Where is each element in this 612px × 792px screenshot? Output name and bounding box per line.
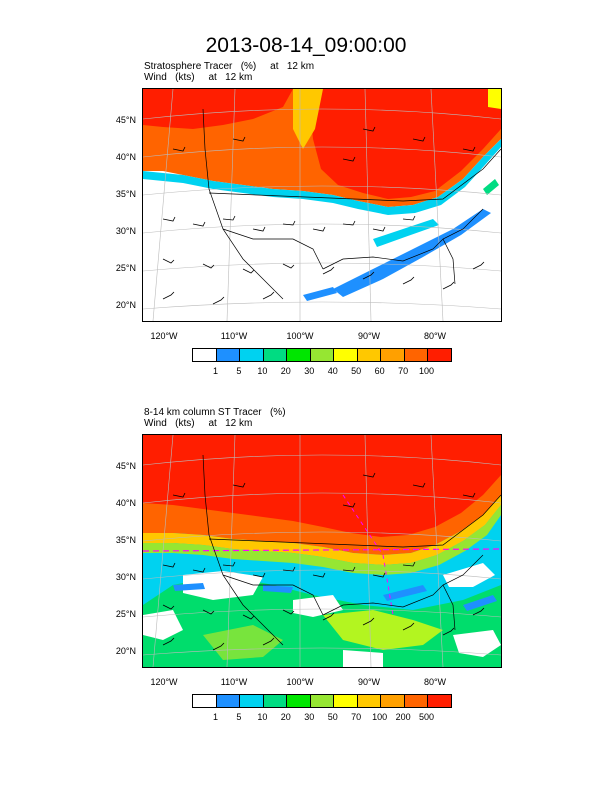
panel-1-map-svg — [143, 89, 501, 321]
colorbar-label: 50 — [327, 712, 338, 722]
panel-2-map — [142, 434, 502, 668]
panel-1-lat-label-40: 40°N — [115, 152, 136, 162]
colorbar-label: 70 — [398, 366, 409, 376]
colorbar-swatch — [357, 349, 382, 361]
panel-1-lat-label-45: 45°N — [115, 115, 136, 125]
colorbar-swatch — [193, 349, 217, 361]
colorbar-swatch — [193, 695, 217, 707]
colorbar-swatch — [263, 349, 288, 361]
panel-2-lat-label-30: 30°N — [115, 572, 136, 582]
panel-1-lon-label-100w: 100°W — [286, 331, 314, 341]
colorbar-swatch — [334, 349, 358, 361]
colorbar-swatch — [263, 695, 288, 707]
colorbar-swatch — [381, 349, 405, 361]
panel-2-lon-label-110w: 110°W — [220, 677, 248, 687]
panel-1-lat-label-30: 30°N — [115, 226, 136, 236]
colorbar-swatch — [428, 695, 452, 707]
colorbar-label: 10 — [257, 366, 268, 376]
colorbar-swatch — [287, 695, 311, 707]
colorbar-swatch — [428, 349, 452, 361]
panel-1-lat-label-35: 35°N — [115, 189, 136, 199]
colorbar-label: 5 — [236, 366, 242, 376]
colorbar-label: 60 — [374, 366, 385, 376]
colorbar-swatch — [310, 695, 335, 707]
colorbar-swatch — [381, 695, 405, 707]
colorbar-label: 70 — [351, 712, 362, 722]
colorbar-label: 20 — [280, 712, 291, 722]
panel-1-subtitle-line-1: Stratosphere Tracer (%) at 12 km — [144, 61, 315, 72]
colorbar-label: 50 — [351, 366, 362, 376]
colorbar-swatch — [404, 349, 429, 361]
colorbar-label: 40 — [327, 366, 338, 376]
panel-2-lon-label-90w: 90°W — [357, 677, 381, 687]
colorbar-label: 500 — [419, 712, 435, 722]
panel-1-colorbar — [192, 348, 452, 362]
colorbar-label: 5 — [236, 712, 242, 722]
colorbar-swatch — [357, 695, 382, 707]
colorbar-swatch — [334, 695, 358, 707]
panel-1-lon-label-110w: 110°W — [220, 331, 248, 341]
panel-2-lon-label-120w: 120°W — [150, 677, 178, 687]
colorbar-label: 1 — [212, 712, 218, 722]
panel-2-lat-label-35: 35°N — [115, 535, 136, 545]
colorbar-swatch — [310, 349, 335, 361]
panel-2-lat-label-40: 40°N — [115, 498, 136, 508]
panel-1-lon-label-80w: 80°W — [423, 331, 447, 341]
panel-1-subtitle-line-2: Wind (kts) at 12 km — [144, 72, 253, 83]
panel-2-subtitle-line-2: Wind (kts) at 12 km — [144, 418, 253, 429]
colorbar-label: 30 — [304, 712, 315, 722]
panel-1-lat-label-20: 20°N — [115, 300, 136, 310]
panel-2-colorbar — [192, 694, 452, 708]
main-title: 2013-08-14_09:00:00 — [205, 34, 407, 57]
colorbar-label: 200 — [395, 712, 411, 722]
panel-2-subtitle-line-1: 8-14 km column ST Tracer (%) — [144, 407, 286, 418]
panel-1-lon-label-90w: 90°W — [357, 331, 381, 341]
colorbar-swatch — [240, 349, 264, 361]
panel-1-map — [142, 88, 502, 322]
colorbar-swatch — [240, 695, 264, 707]
colorbar-swatch — [216, 349, 241, 361]
colorbar-label: 30 — [304, 366, 315, 376]
colorbar-swatch — [404, 695, 429, 707]
colorbar-swatch — [287, 349, 311, 361]
colorbar-swatch — [216, 695, 241, 707]
panel-1-lon-label-120w: 120°W — [150, 331, 178, 341]
colorbar-label: 20 — [280, 366, 291, 376]
panel-2-map-svg — [143, 435, 501, 667]
panel-2-lat-label-45: 45°N — [115, 461, 136, 471]
colorbar-label: 100 — [419, 366, 435, 376]
colorbar-label: 100 — [372, 712, 388, 722]
colorbar-label: 1 — [212, 366, 218, 376]
panel-2-lat-label-20: 20°N — [115, 646, 136, 656]
panel-1-lat-label-25: 25°N — [115, 263, 136, 273]
panel-2-lon-label-100w: 100°W — [286, 677, 314, 687]
panel-2-lat-label-25: 25°N — [115, 609, 136, 619]
panel-2-lon-label-80w: 80°W — [423, 677, 447, 687]
colorbar-label: 10 — [257, 712, 268, 722]
